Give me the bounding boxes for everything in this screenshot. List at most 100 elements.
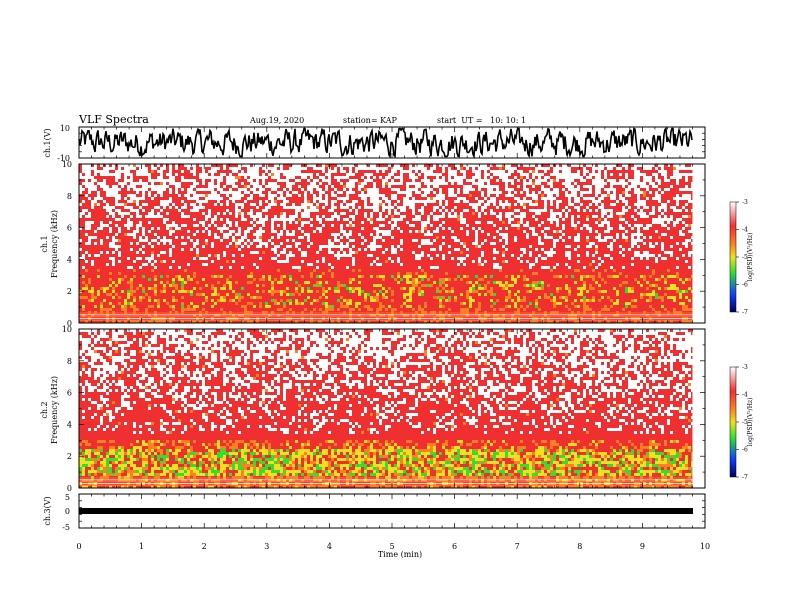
spectrogram-cell: [601, 197, 604, 200]
spectrogram-cell: [157, 302, 160, 305]
spectrogram-cell: [154, 275, 157, 278]
spectrogram-cell: [376, 311, 379, 314]
spectrogram-cell: [217, 293, 220, 296]
spectrogram-cell: [328, 263, 331, 266]
spectrogram-cell: [232, 260, 235, 263]
spectrogram-cell: [115, 170, 118, 173]
waveform-ch1-ytick-top: 10: [60, 124, 70, 133]
spectrogram-cell: [631, 215, 634, 218]
spectrogram-cell: [457, 179, 460, 182]
spectrogram-cell: [478, 176, 481, 179]
spectrogram-cell: [553, 296, 556, 299]
spectrogram-cell: [622, 197, 625, 200]
spectrogram-cell: [676, 170, 679, 173]
spectrogram-cell: [595, 248, 598, 251]
spectrogram-cell: [463, 188, 466, 191]
spectrogram-cell: [364, 194, 367, 197]
spectrogram-cell: [94, 296, 97, 299]
spectrogram-cell: [109, 440, 112, 443]
spectrogram-cell: [346, 242, 349, 245]
spectrogram-cell: [424, 221, 427, 224]
spectrogram-cell: [88, 383, 91, 386]
spectrogram-cell: [334, 290, 337, 293]
spectrogram-cell: [277, 308, 280, 311]
spectrogram-cell: [85, 227, 88, 230]
spectrogram-cell: [670, 296, 673, 299]
spectrogram-cell: [655, 218, 658, 221]
spectrogram-cell: [169, 224, 172, 227]
spectrogram-cell: [118, 377, 121, 380]
spectrogram-cell: [475, 176, 478, 179]
spectrogram-cell: [349, 278, 352, 281]
spectrogram-cell: [328, 179, 331, 182]
spectrogram-cell: [418, 218, 421, 221]
spectrogram-cell: [85, 179, 88, 182]
spectrogram-cell: [661, 257, 664, 260]
spectrogram-cell: [178, 182, 181, 185]
spectrogram-cell: [523, 278, 526, 281]
spectrogram-cell: [193, 233, 196, 236]
spectrogram-cell: [184, 224, 187, 227]
spectrogram-cell: [118, 218, 121, 221]
spectrogram-cell: [262, 182, 265, 185]
spectrogram-cell: [460, 311, 463, 314]
spectrogram-cell: [646, 224, 649, 227]
spectrogram-cell: [103, 470, 106, 473]
spectrogram-cell: [460, 227, 463, 230]
spectrogram-cell: [376, 230, 379, 233]
spectrogram-cell: [571, 215, 574, 218]
spectrogram-cell: [595, 209, 598, 212]
spectrogram-cell: [460, 242, 463, 245]
spectrogram-cell: [310, 263, 313, 266]
spectrogram-cell: [556, 302, 559, 305]
spectrogram-cell: [316, 215, 319, 218]
spectrogram-cell: [97, 191, 100, 194]
spectrogram-cell: [97, 197, 100, 200]
spectrogram-cell: [298, 242, 301, 245]
spectrogram-cell: [373, 185, 376, 188]
spectrogram-cell: [430, 167, 433, 170]
spectrogram-cell: [133, 338, 136, 341]
spectrogram-cell: [139, 470, 142, 473]
spectrogram-cell: [379, 203, 382, 206]
spectrogram-cell: [280, 290, 283, 293]
spectrogram-cell: [292, 230, 295, 233]
spectrogram-cell: [523, 248, 526, 251]
spectrogram-cell: [589, 299, 592, 302]
spectrogram-cell: [94, 461, 97, 464]
spectrogram-cell: [121, 359, 124, 362]
spectrogram-cell: [193, 185, 196, 188]
spectrogram-cell: [103, 173, 106, 176]
spectrogram-cell: [655, 173, 658, 176]
spectrogram-cell: [475, 170, 478, 173]
spectrogram-cell: [688, 266, 691, 269]
spectrogram-cell: [403, 170, 406, 173]
spectrogram-cell: [130, 464, 133, 467]
spectrogram-cell: [655, 242, 658, 245]
spectrogram-cell: [379, 275, 382, 278]
spectrogram-cell: [601, 194, 604, 197]
spectrogram-cell: [634, 251, 637, 254]
spectrogram-cell: [559, 302, 562, 305]
spectrogram-cell: [382, 275, 385, 278]
spectrogram-cell: [94, 200, 97, 203]
spectrogram-cell: [214, 197, 217, 200]
spectrogram-cell: [154, 440, 157, 443]
spectrogram-cell: [505, 203, 508, 206]
spectrogram-cell: [154, 167, 157, 170]
spectrogram-cell: [685, 242, 688, 245]
spectrogram-cell: [661, 221, 664, 224]
spectrogram-cell: [574, 299, 577, 302]
spectrogram-cell: [271, 182, 274, 185]
spectrogram-cell: [310, 272, 313, 275]
spectrogram-cell: [346, 254, 349, 257]
spectrogram-cell: [97, 374, 100, 377]
spectrogram-cell: [547, 191, 550, 194]
spectrogram-cell: [436, 206, 439, 209]
spectrogram-cell: [142, 470, 145, 473]
spectrogram-cell: [604, 254, 607, 257]
spectrogram-cell: [559, 215, 562, 218]
spectrogram-cell: [106, 404, 109, 407]
spectrogram-cell: [88, 254, 91, 257]
